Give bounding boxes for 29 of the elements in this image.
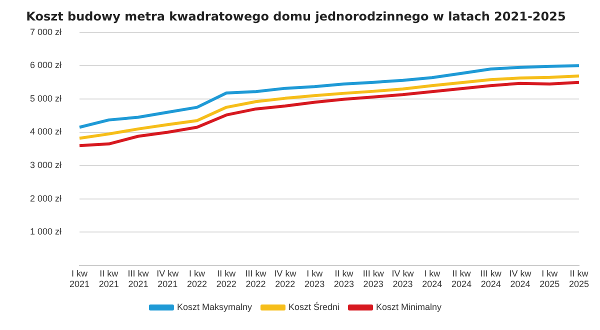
- x-tick-label: I kw 2025: [540, 268, 560, 290]
- x-tick-label: IV kw 2023: [392, 268, 414, 290]
- y-tick-label: 7 000 zł: [30, 26, 62, 37]
- x-tick-label: III kw 2024: [480, 268, 502, 290]
- x-tick-label: IV kw 2024: [509, 268, 532, 290]
- x-tick-label: II kw 2021: [98, 268, 119, 290]
- x-tick-label: I kw 2024: [422, 268, 442, 290]
- y-tick-label: 4 000 zł: [30, 126, 62, 137]
- y-tick-label: 3 000 zł: [30, 160, 62, 170]
- legend-label: Koszt Średni: [288, 300, 340, 312]
- y-tick-label: 2 000 zł: [30, 193, 62, 204]
- legend-label: Koszt Minimalny: [376, 302, 442, 312]
- y-tick-label: 5 000 zł: [30, 93, 62, 104]
- x-tick-label: IV kw 2022: [274, 268, 297, 290]
- y-tick-label: 6 000 zł: [30, 60, 62, 70]
- x-tick-label: I kw 2022: [187, 268, 208, 290]
- x-tick-label: II kw 2023: [334, 268, 354, 290]
- x-tick-label: I kw 2021: [70, 268, 90, 290]
- x-tick-label: IV kw 2021: [156, 268, 180, 290]
- legend-label: Koszt Maksymalny: [176, 302, 252, 312]
- x-tick-label: II kw 2025: [568, 268, 590, 290]
- x-tick-label: II kw 2022: [216, 268, 236, 290]
- x-tick-label: III kw 2023: [362, 268, 384, 290]
- chart-title: Koszt budowy metra kwadratowego domu jednorodzinnego w latach 2021-2025: [26, 9, 566, 24]
- x-tick-label: II kw 2024: [451, 268, 472, 290]
- x-tick-label: I kw 2023: [304, 268, 325, 290]
- y-tick-label: 1 000 zł: [30, 226, 62, 237]
- x-tick-label: III kw 2022: [245, 268, 267, 290]
- x-tick-label: III kw 2021: [128, 268, 150, 290]
